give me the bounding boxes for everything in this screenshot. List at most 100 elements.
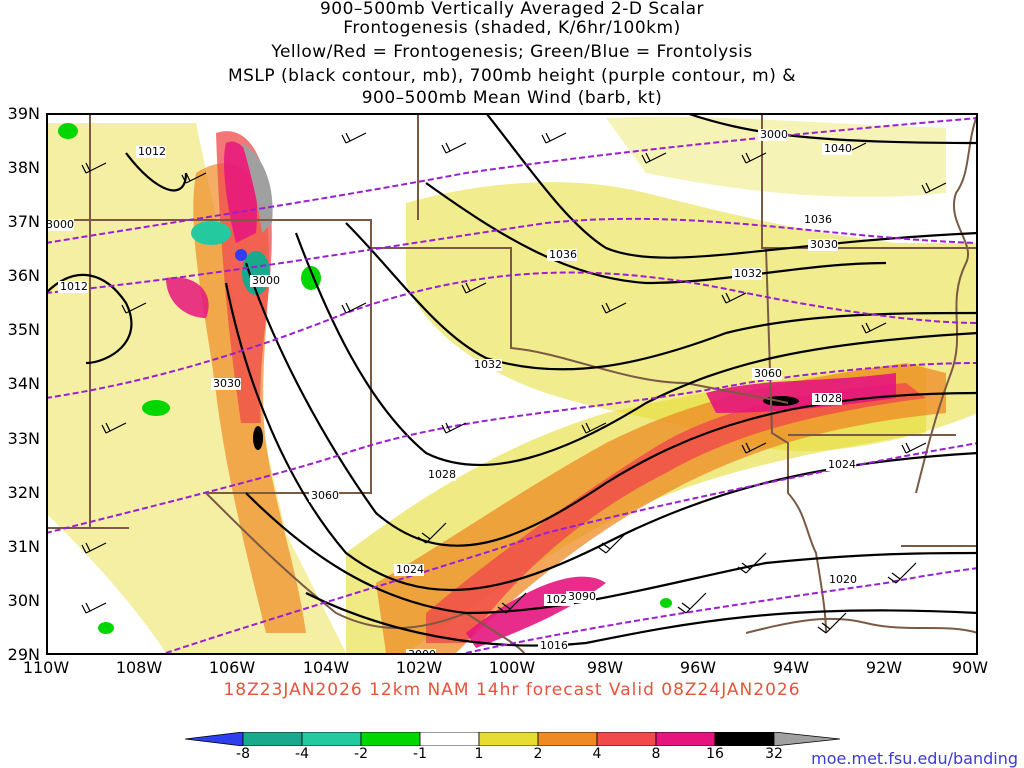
svg-text:1024: 1024 bbox=[396, 563, 424, 576]
wind-barb bbox=[597, 532, 627, 554]
height-label: 3030 bbox=[211, 377, 241, 390]
wind-barb bbox=[817, 612, 847, 634]
svg-text:3090: 3090 bbox=[568, 590, 596, 603]
colorbar-segment bbox=[714, 731, 775, 747]
wind-barb bbox=[81, 542, 107, 554]
height-label: 3060 bbox=[309, 489, 339, 502]
lon-label: 106W bbox=[208, 658, 256, 677]
wind-barb bbox=[741, 442, 767, 454]
mslp-label: 1012 bbox=[136, 145, 166, 158]
wind-barb bbox=[81, 162, 107, 174]
colorbar-label: 8 bbox=[651, 746, 661, 762]
lat-label: 39N bbox=[7, 104, 40, 123]
lon-label: 104W bbox=[302, 658, 350, 677]
colorbar-segment bbox=[537, 731, 598, 747]
mslp-label: 1012 bbox=[58, 280, 88, 293]
wind-barb bbox=[497, 592, 527, 614]
height-label: 3060 bbox=[752, 367, 782, 380]
wind-barb bbox=[677, 592, 707, 614]
height-label: 3090 bbox=[566, 590, 596, 603]
svg-text:1036: 1036 bbox=[804, 213, 832, 226]
lon-label: 90W bbox=[951, 658, 989, 677]
wind-barb bbox=[737, 552, 767, 574]
shade-yellow bbox=[606, 116, 946, 197]
lat-label: 38N bbox=[7, 158, 40, 177]
wind-barb bbox=[441, 142, 467, 154]
svg-text:3060: 3060 bbox=[311, 489, 339, 502]
svg-text:1012: 1012 bbox=[138, 145, 166, 158]
wind-barb bbox=[921, 182, 947, 194]
lat-label: 35N bbox=[7, 320, 40, 339]
mslp-contours bbox=[46, 113, 978, 647]
map-frame bbox=[46, 113, 978, 655]
colorbar-label: -2 bbox=[354, 746, 368, 762]
mslp-line bbox=[294, 232, 978, 466]
svg-text:3000: 3000 bbox=[408, 648, 436, 655]
svg-text:1028: 1028 bbox=[814, 392, 842, 405]
lon-label: 108W bbox=[115, 658, 163, 677]
mslp-label: 1028 bbox=[426, 468, 456, 481]
shade-black bbox=[253, 426, 263, 450]
wind-barb bbox=[181, 172, 207, 184]
border-line bbox=[915, 113, 978, 494]
colorbar-label: -1 bbox=[413, 746, 427, 762]
colorbar-segment bbox=[242, 731, 303, 747]
svg-text:3000: 3000 bbox=[252, 274, 280, 287]
colorbar-segment bbox=[360, 731, 421, 747]
mslp-label: 1040 bbox=[822, 142, 852, 155]
wind-barb bbox=[721, 292, 747, 304]
source-url[interactable]: moe.met.fsu.edu/banding bbox=[811, 749, 1018, 768]
colorbar-segment bbox=[478, 731, 539, 747]
wind-barb bbox=[601, 302, 627, 314]
lat-label: 29N bbox=[7, 645, 40, 664]
height-label: 3000 bbox=[758, 128, 788, 141]
state-borders bbox=[46, 113, 978, 655]
colorbar-segment bbox=[596, 731, 657, 747]
svg-text:1028: 1028 bbox=[428, 468, 456, 481]
map-svg: 1012 1036 1040 1036 1032 1012 1032 1028 … bbox=[46, 113, 978, 655]
shade-green bbox=[58, 123, 78, 139]
colorbar bbox=[184, 731, 841, 747]
colorbar-label: 1 bbox=[474, 746, 484, 762]
height-label: 3030 bbox=[808, 238, 838, 251]
wind-barb bbox=[861, 322, 887, 334]
svg-text:1036: 1036 bbox=[549, 248, 577, 261]
height-label: 3000 bbox=[406, 648, 436, 655]
shade-green bbox=[98, 622, 114, 634]
svg-text:3060: 3060 bbox=[754, 367, 782, 380]
mslp-label: 1032 bbox=[732, 267, 762, 280]
lon-label: 94W bbox=[772, 658, 810, 677]
colorbar-label: -8 bbox=[236, 746, 250, 762]
lat-label: 33N bbox=[7, 429, 40, 448]
wind-barb bbox=[581, 422, 607, 434]
lon-label: 98W bbox=[586, 658, 624, 677]
title-line-3: Yellow/Red = Frontogenesis; Green/Blue =… bbox=[271, 42, 753, 62]
border-line bbox=[205, 492, 527, 655]
shade-gray bbox=[242, 143, 273, 233]
svg-text:1040: 1040 bbox=[824, 142, 852, 155]
mslp-label: 1016 bbox=[538, 639, 568, 652]
mslp-label: 1020 bbox=[827, 573, 857, 586]
mslp-label: 1028 bbox=[812, 392, 842, 405]
wind-barb bbox=[81, 602, 107, 614]
height-line bbox=[46, 362, 978, 534]
svg-text:1024: 1024 bbox=[828, 458, 856, 471]
lat-label: 37N bbox=[7, 212, 40, 231]
wind-barb bbox=[341, 302, 367, 314]
forecast-valid-time: 18Z23JAN2026 12km NAM 14hr forecast Vali… bbox=[223, 680, 801, 700]
mslp-line bbox=[345, 222, 978, 371]
wind-barb bbox=[741, 152, 767, 164]
mslp-label: 1024 bbox=[826, 458, 856, 471]
contour-labels: 1012 1036 1040 1036 1032 1012 1032 1028 … bbox=[46, 128, 857, 655]
mslp-label: 1036 bbox=[802, 213, 832, 226]
colorbar-label: 32 bbox=[765, 746, 783, 762]
wind-barb bbox=[641, 152, 667, 164]
wind-barb bbox=[101, 422, 127, 434]
title-line-4: MSLP (black contour, mb), 700mb height (… bbox=[227, 66, 797, 86]
lon-label: 100W bbox=[488, 658, 536, 677]
height-line bbox=[465, 567, 978, 654]
colorbar-segment bbox=[184, 731, 244, 747]
lat-label: 36N bbox=[7, 266, 40, 285]
border-line bbox=[371, 247, 789, 404]
wind-barb bbox=[901, 442, 927, 454]
